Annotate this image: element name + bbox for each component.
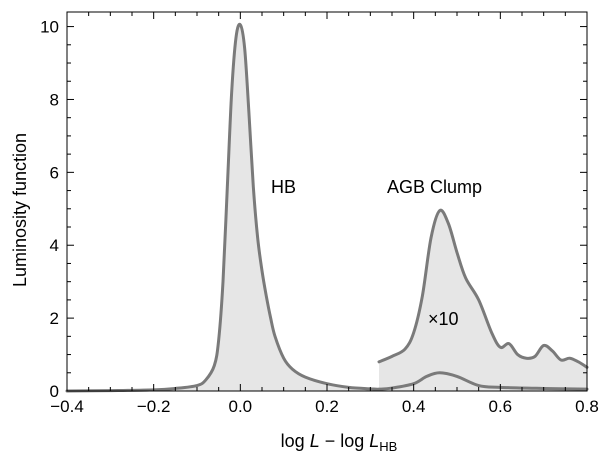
y-axis-label: Luminosity function — [10, 133, 30, 287]
x-tick-label: 0.4 — [402, 397, 426, 416]
series-1-line — [65, 22, 589, 393]
x-axis-label-part-e: HB — [379, 439, 397, 454]
x-axis-label-part-a: log — [281, 431, 310, 451]
series-2-fill — [379, 210, 587, 391]
fill-layer — [67, 24, 587, 392]
x-axis-label-part-c: − log — [320, 431, 370, 451]
hb-label: HB — [271, 177, 296, 197]
y-tick-label: 8 — [50, 90, 59, 109]
x-axis-label: log L − log LHB — [281, 431, 398, 454]
x-tick-label: −0.2 — [137, 397, 171, 416]
y-tick-label: 4 — [50, 236, 59, 255]
y-tick-label: 2 — [50, 309, 59, 328]
y-tick-label: 6 — [50, 163, 59, 182]
series-2-line — [377, 208, 589, 369]
scale-factor-label: ×10 — [428, 309, 459, 329]
x-axis-label-part-b: L — [310, 431, 320, 451]
line-layer — [65, 22, 589, 393]
series-1-fill — [67, 24, 587, 392]
x-tick-label: 0.2 — [315, 397, 339, 416]
tick-layer: −0.4 −0.2 0.0 0.2 0.4 0.6 0.8 0 2 4 6 8 10 — [40, 12, 599, 416]
x-tick-label: 0.6 — [489, 397, 513, 416]
x-tick-label: 0.0 — [229, 397, 253, 416]
y-tick-label: 10 — [40, 18, 59, 37]
agb-clump-label: AGB Clump — [387, 177, 482, 197]
y-tick-label: 0 — [50, 382, 59, 401]
x-tick-label: 0.8 — [575, 397, 599, 416]
x-axis-label-part-d: L — [369, 431, 379, 451]
plot-frame — [66, 11, 588, 392]
x-tick-label: −0.4 — [50, 397, 84, 416]
